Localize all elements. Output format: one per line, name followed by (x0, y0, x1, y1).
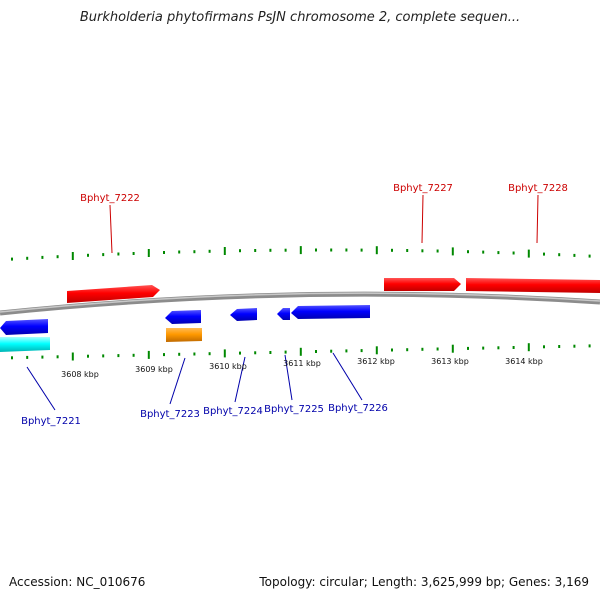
gene-label-bphyt-7228[interactable]: Bphyt_7228 (508, 183, 568, 194)
gene-label-bphyt-7224[interactable]: Bphyt_7224 (203, 406, 263, 417)
leader-bphyt-7224 (234, 356, 246, 403)
gene-bphyt-7223-orange[interactable] (166, 328, 202, 342)
leader-bphyt-7221 (26, 366, 56, 411)
gene-bphyt-7223[interactable] (165, 310, 201, 324)
tick-marks-outer (11, 246, 591, 261)
leader-bphyt-7228 (536, 194, 539, 244)
scale-label-3608: 3608 kbp (61, 370, 99, 379)
topology-text: Topology: circular; Length: 3,625,999 bp… (259, 575, 589, 589)
gene-label-bphyt-7226[interactable]: Bphyt_7226 (328, 403, 388, 414)
map-title: Burkholderia phytofirmans PsJN chromosom… (79, 10, 521, 25)
gene-bphyt-7224[interactable] (230, 308, 257, 321)
tick-marks-inner (11, 343, 591, 361)
gene-bphyt-7225[interactable] (277, 308, 290, 320)
scale-label-3614: 3614 kbp (505, 357, 543, 366)
leader-bphyt-7227 (421, 194, 424, 244)
gene-bphyt-7226[interactable] (291, 305, 370, 319)
leader-bphyt-7226 (332, 352, 363, 401)
gene-label-bphyt-7221[interactable]: Bphyt_7221 (21, 416, 81, 427)
gene-bphyt-7222[interactable] (67, 285, 160, 303)
gene-labels: Bphyt_7222 Bphyt_7227 Bphyt_7228 Bphyt_7… (21, 183, 568, 427)
scale-labels: 3608 kbp 3609 kbp 3610 kbp 3611 kbp 3612… (61, 357, 543, 379)
chromosome-backbone (0, 291, 600, 316)
leader-bphyt-7223 (169, 357, 186, 405)
reverse-genes (0, 305, 370, 352)
accession-text: Accession: NC_010676 (9, 575, 146, 589)
forward-genes (67, 278, 600, 303)
scale-label-3613: 3613 kbp (431, 357, 469, 366)
forward-label-lines (109, 194, 539, 254)
reverse-label-lines (26, 352, 363, 411)
scale-label-3611: 3611 kbp (283, 359, 321, 368)
scale-label-3610: 3610 kbp (209, 362, 247, 371)
gene-label-bphyt-7227[interactable]: Bphyt_7227 (393, 183, 453, 194)
gene-bphyt-7228[interactable] (466, 278, 600, 293)
gene-label-bphyt-7222[interactable]: Bphyt_7222 (80, 193, 140, 204)
gene-bphyt-7221-cyan[interactable] (0, 337, 50, 352)
scale-label-3612: 3612 kbp (357, 357, 395, 366)
leader-bphyt-7225 (284, 354, 293, 401)
gene-bphyt-7221[interactable] (0, 319, 48, 335)
chromosome-backbone-highlight (0, 292, 600, 313)
gene-bphyt-7227[interactable] (384, 278, 461, 291)
leader-bphyt-7222 (109, 204, 113, 254)
scale-label-3609: 3609 kbp (135, 365, 173, 374)
gene-label-bphyt-7223[interactable]: Bphyt_7223 (140, 409, 200, 420)
gene-label-bphyt-7225[interactable]: Bphyt_7225 (264, 404, 324, 415)
